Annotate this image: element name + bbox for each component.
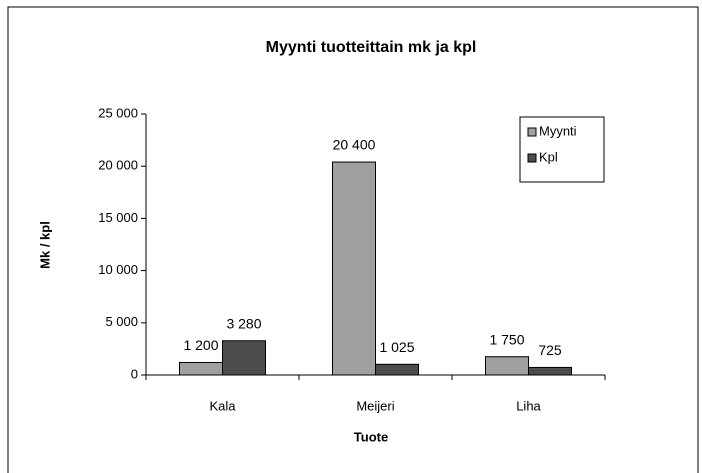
legend-swatch xyxy=(527,153,537,163)
y-tick-label: 20 000 xyxy=(98,158,138,173)
x-tick-label: Meijeri xyxy=(356,398,394,413)
bar xyxy=(485,356,529,376)
legend-swatch xyxy=(527,127,537,137)
legend-label: Myynti xyxy=(539,123,577,138)
value-label: 20 400 xyxy=(333,137,376,153)
y-tick-label: 0 xyxy=(131,366,138,381)
y-tick-label: 15 000 xyxy=(98,210,138,225)
value-label: 725 xyxy=(538,342,562,358)
x-tick-label: Liha xyxy=(516,398,541,413)
bar xyxy=(222,340,266,376)
chart-title: Myynti tuotteittain mk ja kpl xyxy=(266,39,477,56)
y-tick-label: 10 000 xyxy=(98,262,138,277)
value-label: 1 200 xyxy=(183,337,218,353)
value-label: 3 280 xyxy=(226,315,261,331)
bar xyxy=(179,361,223,376)
y-tick-label: 5 000 xyxy=(105,314,138,329)
value-label: 1 025 xyxy=(379,339,414,355)
value-label: 1 750 xyxy=(489,331,524,347)
bar xyxy=(528,366,572,376)
y-tick-label: 25 000 xyxy=(98,105,138,120)
bar xyxy=(375,363,419,376)
x-axis-label: Tuote xyxy=(354,429,388,444)
legend-label: Kpl xyxy=(539,149,558,164)
bar xyxy=(332,161,376,376)
x-tick-label: Kala xyxy=(209,398,236,413)
y-axis-label: Mk / kpl xyxy=(37,221,52,269)
